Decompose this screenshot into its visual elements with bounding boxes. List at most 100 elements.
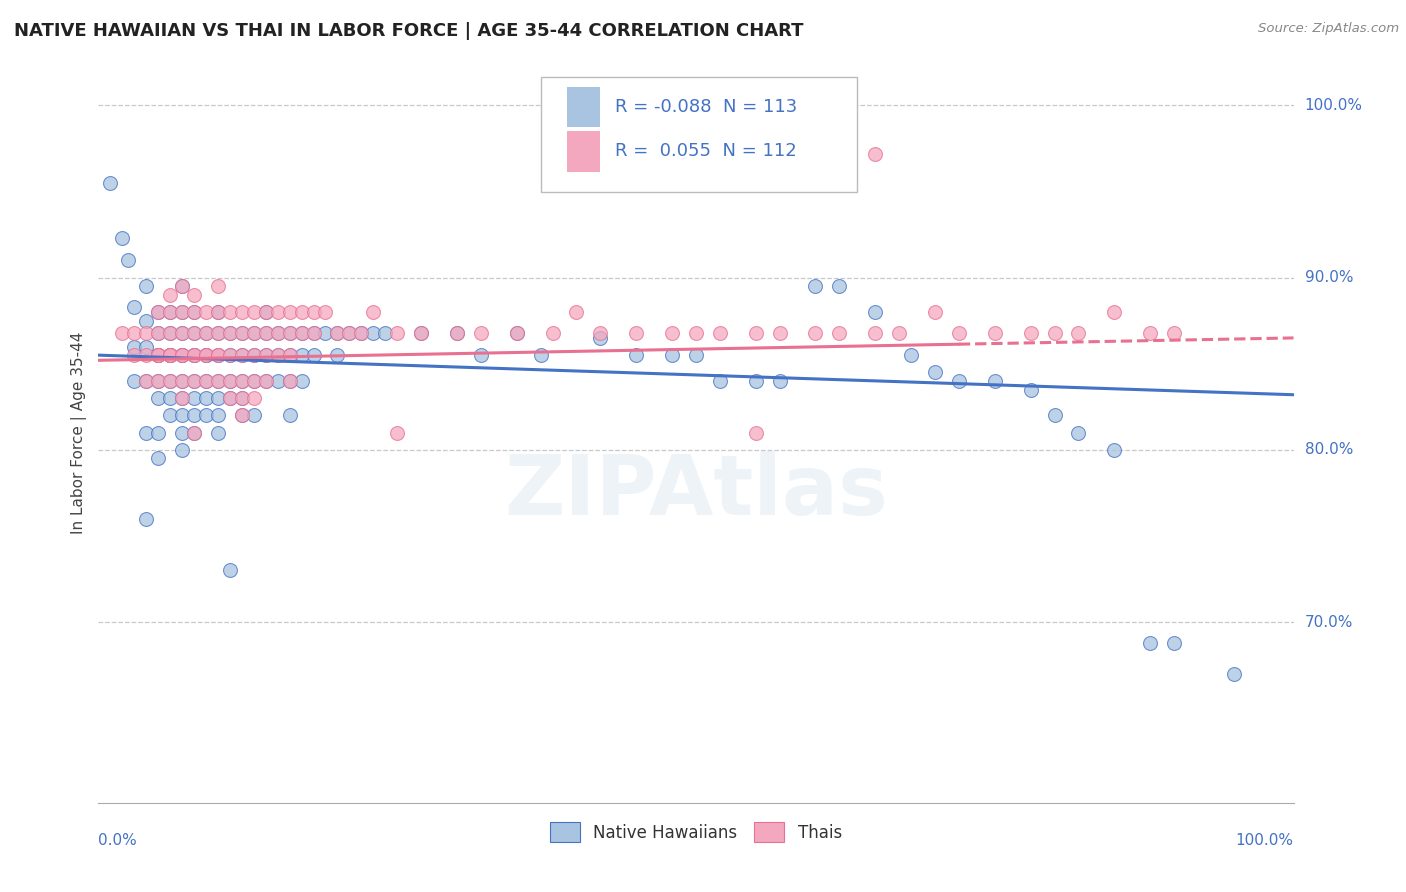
Text: Source: ZipAtlas.com: Source: ZipAtlas.com — [1258, 22, 1399, 36]
Legend: Native Hawaiians, Thais: Native Hawaiians, Thais — [541, 814, 851, 850]
FancyBboxPatch shape — [567, 131, 600, 171]
Point — [685, 326, 707, 340]
Point — [1019, 326, 1042, 340]
Point — [183, 374, 205, 388]
Point — [159, 326, 181, 340]
Point — [385, 425, 409, 440]
Point — [1067, 425, 1090, 440]
Text: NATIVE HAWAIIAN VS THAI IN LABOR FORCE | AGE 35-44 CORRELATION CHART: NATIVE HAWAIIAN VS THAI IN LABOR FORCE |… — [14, 22, 804, 40]
Point — [745, 374, 768, 388]
Point — [865, 305, 887, 319]
Point — [207, 326, 229, 340]
Point — [172, 374, 194, 388]
Point — [865, 146, 887, 161]
Point — [159, 326, 181, 340]
Point — [254, 374, 277, 388]
Point — [183, 326, 205, 340]
Point — [1104, 305, 1126, 319]
Point — [231, 305, 253, 319]
Point — [219, 391, 242, 405]
Point — [207, 305, 229, 319]
Point — [326, 348, 349, 362]
Point — [219, 374, 242, 388]
Point — [267, 305, 290, 319]
Y-axis label: In Labor Force | Age 35-44: In Labor Force | Age 35-44 — [72, 332, 87, 533]
Point — [124, 326, 146, 340]
Point — [243, 326, 266, 340]
Point — [195, 348, 218, 362]
Point — [254, 348, 277, 362]
Point — [278, 348, 301, 362]
Point — [135, 339, 157, 353]
Point — [124, 348, 146, 362]
Text: 80.0%: 80.0% — [1305, 442, 1353, 458]
Point — [254, 326, 277, 340]
Point — [315, 305, 337, 319]
Point — [172, 326, 194, 340]
Point — [589, 331, 612, 345]
Point — [195, 326, 218, 340]
Point — [207, 279, 229, 293]
Point — [1139, 635, 1161, 649]
Point — [172, 391, 194, 405]
Point — [172, 348, 194, 362]
FancyBboxPatch shape — [567, 87, 600, 128]
Point — [195, 391, 218, 405]
Point — [828, 279, 851, 293]
Point — [589, 326, 612, 340]
Point — [530, 348, 553, 362]
Point — [148, 348, 170, 362]
Point — [243, 305, 266, 319]
Point — [195, 409, 218, 423]
Point — [98, 176, 122, 190]
Point — [207, 348, 229, 362]
Point — [411, 326, 433, 340]
Point — [267, 326, 290, 340]
Text: R =  0.055  N = 112: R = 0.055 N = 112 — [614, 143, 796, 161]
Point — [124, 374, 146, 388]
Text: 0.0%: 0.0% — [98, 833, 138, 848]
Point — [231, 409, 253, 423]
Point — [924, 305, 946, 319]
Point — [148, 391, 170, 405]
Point — [243, 409, 266, 423]
Point — [159, 348, 181, 362]
Point — [626, 348, 648, 362]
Point — [195, 374, 218, 388]
Point — [231, 391, 253, 405]
Point — [207, 305, 229, 319]
Point — [159, 305, 181, 319]
Point — [661, 348, 683, 362]
Point — [219, 374, 242, 388]
Point — [804, 279, 827, 293]
Point — [159, 288, 181, 302]
Point — [159, 374, 181, 388]
Point — [541, 326, 564, 340]
Point — [254, 305, 277, 319]
Point — [195, 348, 218, 362]
Point — [339, 326, 361, 340]
Point — [302, 326, 325, 340]
Point — [219, 348, 242, 362]
Point — [183, 425, 205, 440]
Point — [219, 391, 242, 405]
Point — [889, 326, 911, 340]
Point — [254, 348, 277, 362]
Point — [267, 326, 290, 340]
Text: 100.0%: 100.0% — [1236, 833, 1294, 848]
Point — [172, 348, 194, 362]
Point — [446, 326, 468, 340]
Point — [243, 391, 266, 405]
Point — [183, 425, 205, 440]
Point — [470, 326, 492, 340]
Point — [1163, 635, 1185, 649]
Point — [172, 348, 194, 362]
Point — [243, 374, 266, 388]
Point — [267, 348, 290, 362]
Point — [231, 326, 253, 340]
Point — [1104, 442, 1126, 457]
Point — [948, 374, 970, 388]
Point — [374, 326, 396, 340]
Point — [159, 348, 181, 362]
Point — [183, 348, 205, 362]
